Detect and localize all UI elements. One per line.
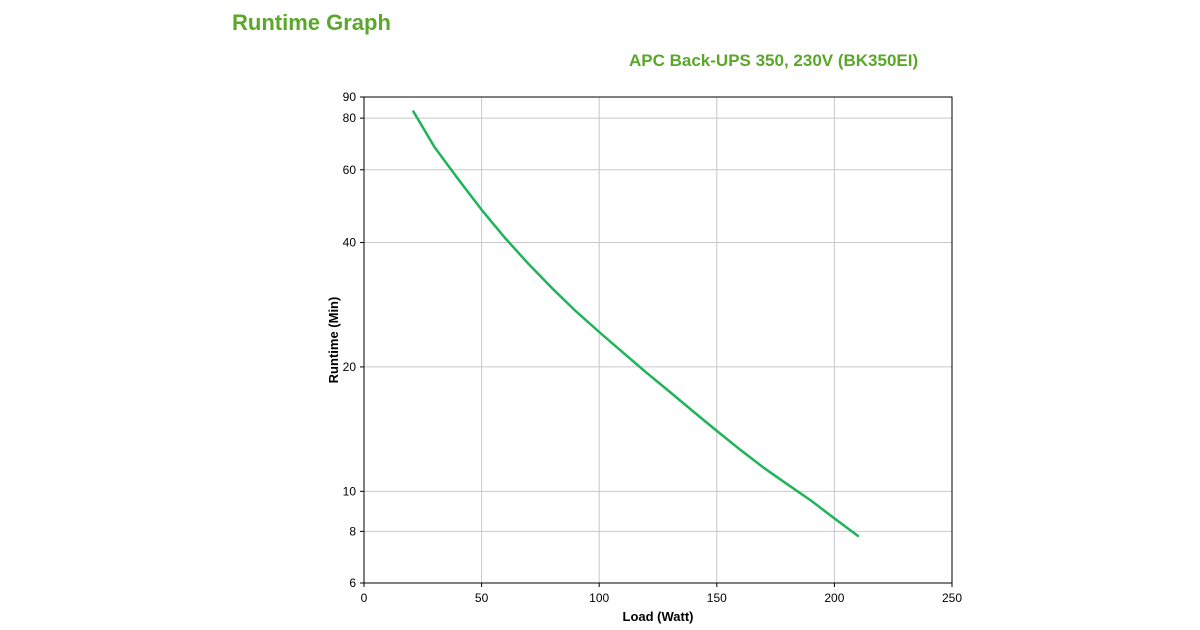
y-tick-label: 6	[349, 576, 356, 590]
x-tick-label: 200	[824, 591, 844, 605]
x-tick-label: 150	[707, 591, 727, 605]
x-tick-label: 100	[589, 591, 609, 605]
x-tick-label: 0	[361, 591, 368, 605]
y-tick-label: 40	[343, 236, 357, 250]
x-tick-label: 50	[475, 591, 489, 605]
y-tick-label: 80	[343, 111, 357, 125]
x-tick-label: 250	[942, 591, 962, 605]
axis-ticks: 0 50 100 150 200 250 6 8 10 20 40 60 80 90	[343, 90, 963, 605]
x-axis-label: Load (Watt)	[623, 609, 694, 624]
page-title: Runtime Graph	[232, 10, 391, 35]
y-tick-label: 10	[343, 484, 357, 498]
y-axis-label: Runtime (Min)	[326, 297, 341, 384]
chart-title: APC Back-UPS 350, 230V (BK350EI)	[629, 51, 919, 70]
series-group	[412, 110, 860, 538]
y-tick-label: 20	[343, 360, 357, 374]
y-tick-label: 60	[343, 163, 357, 177]
y-tick-label: 8	[349, 524, 356, 538]
y-tick-label: 90	[343, 90, 357, 104]
grid-lines	[364, 97, 952, 583]
plot-frame	[363, 96, 953, 584]
runtime-series-line	[412, 110, 860, 538]
